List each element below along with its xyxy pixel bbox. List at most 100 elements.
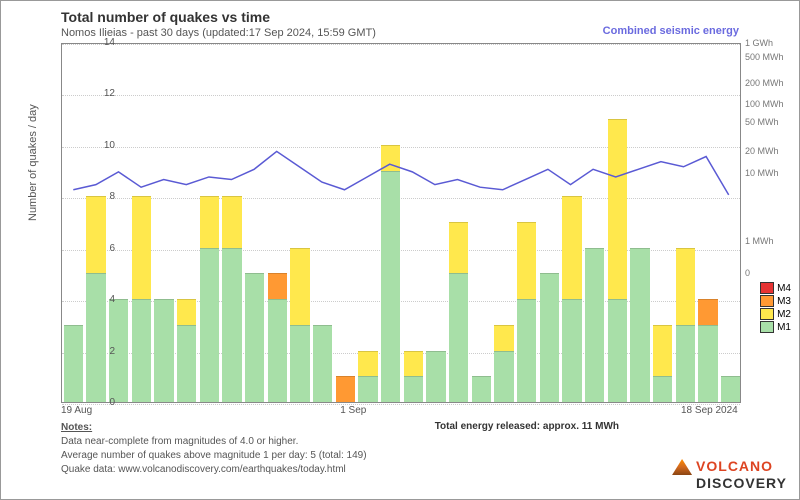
- bar-seg-M1: [200, 248, 219, 402]
- plot-area: [61, 43, 741, 403]
- bar-group: [336, 376, 355, 402]
- bar-group: [449, 222, 468, 402]
- total-energy-label: Total energy released: approx. 11 MWh: [435, 421, 619, 432]
- bar-seg-M1: [630, 248, 649, 402]
- bar-seg-M1: [381, 171, 400, 402]
- bar-group: [404, 351, 423, 402]
- y-right-tick: 20 MWh: [745, 146, 779, 156]
- bar-seg-M1: [86, 273, 105, 402]
- bar-seg-M1: [222, 248, 241, 402]
- bar-seg-M1: [290, 325, 309, 402]
- bar-seg-M1: [721, 376, 740, 402]
- bar-seg-M2: [381, 145, 400, 171]
- bar-seg-M2: [562, 196, 581, 299]
- y-right-tick: 200 MWh: [745, 78, 784, 88]
- legend-swatch: [760, 295, 774, 307]
- bar-seg-M2: [449, 222, 468, 273]
- y-left-tick: 2: [65, 346, 115, 357]
- notes-line-0: Data near-complete from magnitudes of 4.…: [61, 435, 367, 449]
- bar-seg-M1: [449, 273, 468, 402]
- y-left-tick: 6: [65, 243, 115, 254]
- notes-line-2: Quake data: www.volcanodiscovery.com/ear…: [61, 463, 367, 477]
- bar-seg-M1: [562, 299, 581, 402]
- x-tick: 18 Sep 2024: [681, 405, 738, 416]
- notes-line-1: Average number of quakes above magnitude…: [61, 449, 367, 463]
- bar-seg-M1: [494, 351, 513, 402]
- legend-swatch: [760, 321, 774, 333]
- legend-swatch: [760, 282, 774, 294]
- bar-seg-M1: [313, 325, 332, 402]
- legend-label: M2: [777, 309, 791, 320]
- volcano-icon: [672, 459, 692, 475]
- y-left-axis-label: Number of quakes / day: [27, 104, 39, 221]
- bar-seg-M1: [540, 273, 559, 402]
- bar-seg-M1: [177, 325, 196, 402]
- y-left-tick: 12: [65, 88, 115, 99]
- bar-group: [676, 248, 695, 402]
- bar-group: [313, 325, 332, 402]
- bar-seg-M1: [698, 325, 717, 402]
- y-right-tick: 500 MWh: [745, 52, 784, 62]
- bar-group: [426, 351, 445, 402]
- bar-group: [608, 119, 627, 402]
- legend-label: M1: [777, 322, 791, 333]
- bar-group: [698, 299, 717, 402]
- x-tick: 1 Sep: [340, 405, 366, 416]
- bar-group: [721, 376, 740, 402]
- bars-layer: [62, 44, 740, 402]
- y-left-tick: 14: [65, 37, 115, 48]
- bar-group: [517, 222, 536, 402]
- logo-part2: DISCOVERY: [696, 475, 787, 491]
- grid-line: [62, 404, 740, 405]
- bar-seg-M1: [268, 299, 287, 402]
- bar-group: [154, 299, 173, 402]
- energy-axis-label: Combined seismic energy: [603, 25, 739, 37]
- bar-seg-M1: [64, 325, 83, 402]
- bar-group: [472, 376, 491, 402]
- chart-title: Total number of quakes vs time: [61, 9, 270, 25]
- bar-seg-M1: [608, 299, 627, 402]
- y-right-tick: 1 MWh: [745, 236, 774, 246]
- bar-group: [585, 248, 604, 402]
- bar-group: [540, 273, 559, 402]
- bar-seg-M2: [177, 299, 196, 325]
- bar-seg-M1: [245, 273, 264, 402]
- chart-container: Total number of quakes vs time Nomos Ili…: [0, 0, 800, 500]
- bar-seg-M3: [698, 299, 717, 325]
- bar-seg-M1: [585, 248, 604, 402]
- bar-seg-M2: [676, 248, 695, 325]
- bar-seg-M2: [222, 196, 241, 247]
- bar-seg-M3: [268, 273, 287, 299]
- bar-seg-M3: [336, 376, 355, 402]
- bar-group: [630, 248, 649, 402]
- legend-item: M4: [760, 282, 791, 294]
- notes-title: Notes:: [61, 422, 92, 433]
- y-left-tick: 10: [65, 140, 115, 151]
- bar-seg-M1: [132, 299, 151, 402]
- bar-group: [494, 325, 513, 402]
- bar-group: [653, 325, 672, 402]
- notes-block: Notes: Data near-complete from magnitude…: [61, 421, 367, 477]
- legend-item: M1: [760, 321, 791, 333]
- bar-group: [268, 273, 287, 402]
- y-left-tick: 8: [65, 191, 115, 202]
- y-left-tick: 4: [65, 294, 115, 305]
- bar-seg-M2: [494, 325, 513, 351]
- legend-label: M4: [777, 283, 791, 294]
- y-right-tick: 10 MWh: [745, 168, 779, 178]
- bar-seg-M1: [358, 376, 377, 402]
- bar-group: [132, 196, 151, 402]
- bar-group: [64, 325, 83, 402]
- x-tick: 19 Aug: [61, 405, 92, 416]
- bar-seg-M1: [472, 376, 491, 402]
- bar-seg-M1: [404, 376, 423, 402]
- bar-group: [222, 196, 241, 402]
- bar-seg-M2: [132, 196, 151, 299]
- legend-item: M2: [760, 308, 791, 320]
- bar-seg-M2: [290, 248, 309, 325]
- bar-group: [200, 196, 219, 402]
- y-right-tick: 100 MWh: [745, 99, 784, 109]
- bar-group: [290, 248, 309, 402]
- legend-swatch: [760, 308, 774, 320]
- logo-part1: VOLCANO: [696, 458, 773, 474]
